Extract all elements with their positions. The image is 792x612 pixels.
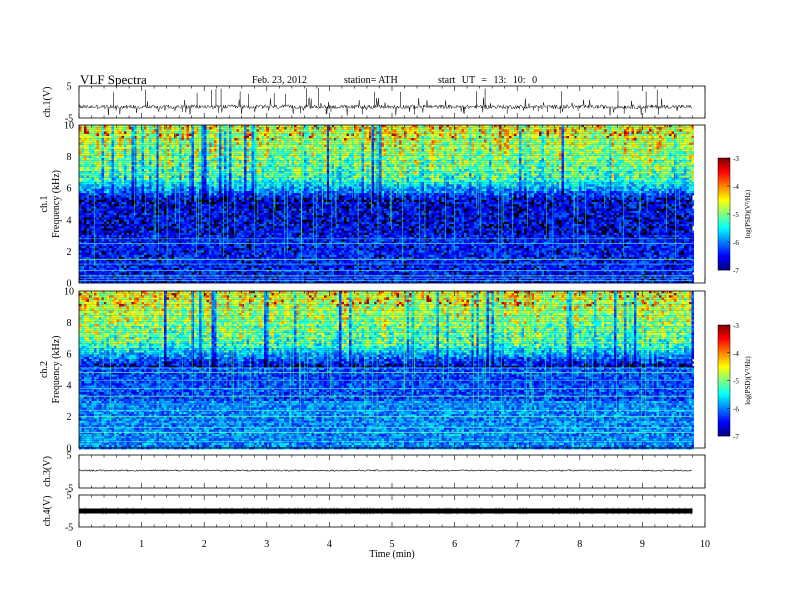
- colorbar-tick-label: -6: [733, 239, 739, 247]
- y-axis-label-channel: ch.2: [39, 361, 50, 378]
- y-tick-label: 4: [67, 381, 72, 392]
- y-tick-label: 5: [67, 82, 72, 93]
- y-tick-label: 6: [67, 184, 72, 195]
- y-axis-label-channel: ch.1: [39, 196, 50, 213]
- y-tick-label: 2: [67, 412, 72, 423]
- y-tick-label: 10: [64, 287, 74, 298]
- y-tick-label: 10: [64, 121, 74, 132]
- y-axis-label: ch.3(V): [42, 456, 53, 487]
- x-tick-label: 1: [139, 539, 144, 550]
- channel-1-waveform: 5-5ch.1(V): [42, 82, 705, 125]
- channel-1-spectrogram-colorbar: -3 -4 -5 -6 -7 log(PSD)(V²/Hz): [718, 155, 752, 275]
- colorbar-label: log(PSD)(V²/Hz): [744, 189, 752, 238]
- colorbar-tick-label: -7: [733, 267, 739, 275]
- colorbar-label: log(PSD)(V²/Hz): [744, 356, 752, 405]
- y-tick-label: 5: [67, 491, 72, 502]
- x-tick-label: 0: [77, 539, 82, 550]
- vlf-figure: 5-5ch.1(V)0246810ch.1 Frequency (kHz)-3-4…: [0, 0, 792, 612]
- x-tick-label: 2: [202, 539, 207, 550]
- channel-4-waveform: 5 -5 ch.4(V): [42, 491, 705, 534]
- y-tick-label: 6: [67, 349, 72, 360]
- colorbar-tick-label: -5: [733, 378, 739, 386]
- x-axis-label: Time (min): [369, 549, 414, 560]
- y-tick-label: 2: [67, 247, 72, 258]
- y-tick-label: 4: [67, 215, 72, 226]
- colorbar-tick-label: -3: [733, 155, 739, 163]
- y-axis-label: ch.1(V): [42, 87, 53, 118]
- x-tick-label: 9: [640, 539, 645, 550]
- colorbar-tick-label: -7: [733, 433, 739, 441]
- spectrogram-empty: [692, 291, 705, 448]
- y-axis-label-frequency: Frequency (kHz): [51, 335, 62, 403]
- y-tick-label: 5: [67, 451, 72, 462]
- y-axis-label: ch.4(V): [42, 496, 53, 527]
- y-axis-label-frequency: Frequency (kHz): [51, 170, 62, 238]
- spectrogram-empty: [692, 125, 705, 283]
- colorbar-tick-label: -5: [733, 211, 739, 219]
- x-tick-label: 3: [264, 539, 269, 550]
- waveform-trace: [79, 470, 692, 471]
- spectrogram-cells: [79, 291, 694, 449]
- colorbar-tick-label: -4: [733, 183, 739, 191]
- colorbar-tick-label: -3: [733, 322, 739, 330]
- waveform-trace: [79, 98, 692, 116]
- y-tick-label: -5: [65, 523, 73, 534]
- x-tick-label: 7: [515, 539, 520, 550]
- x-tick-label: 4: [327, 539, 332, 550]
- colorbar-tick-label: -4: [733, 350, 739, 358]
- channel-3-waveform: 5-5ch.3(V): [42, 451, 705, 495]
- x-tick-label: 8: [577, 539, 582, 550]
- waveform-trace: [79, 509, 692, 514]
- y-tick-label: 8: [67, 318, 72, 329]
- channel-2-spectrogram-colorbar: -3 -4 -5 -6 -7 log(PSD)(V²/Hz): [718, 322, 752, 441]
- y-tick-label: 8: [67, 152, 72, 163]
- x-tick-label: 6: [452, 539, 457, 550]
- colorbar-tick-label: -6: [733, 405, 739, 413]
- x-tick-label: 10: [700, 539, 710, 550]
